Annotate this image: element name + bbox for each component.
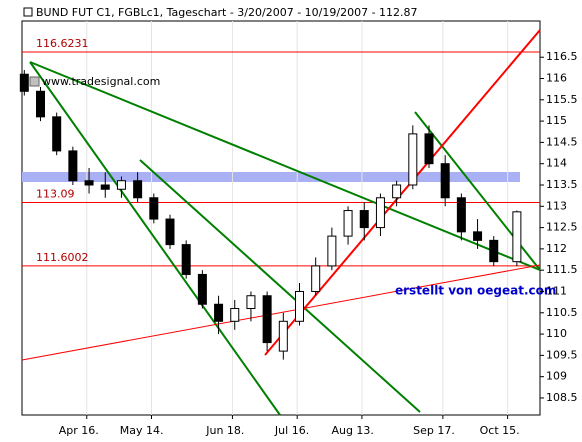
- x-tick-label: Jul 16.: [274, 424, 309, 437]
- watermark: www.tradesignal.com: [42, 75, 160, 88]
- candle-body: [343, 210, 353, 237]
- y-tick-label: 112.5: [546, 221, 578, 234]
- candle-body: [278, 320, 288, 352]
- candle-body: [246, 295, 256, 310]
- candle-body: [262, 295, 272, 344]
- trend-line: [264, 29, 541, 356]
- x-tick-label: Jun 18.: [205, 424, 244, 437]
- candle-body: [311, 265, 321, 292]
- candle-body: [68, 150, 78, 182]
- y-tick-label: 109: [546, 370, 567, 383]
- y-tick-label: 111.5: [546, 263, 578, 276]
- candle-body: [424, 133, 434, 165]
- candle-body: [197, 273, 207, 305]
- level-label: 113.09: [36, 187, 75, 200]
- annotation: erstellt von oegeat.com: [395, 284, 556, 298]
- trend-line: [29, 61, 541, 271]
- y-tick-label: 116: [546, 72, 567, 85]
- x-tick-label: Aug 13.: [331, 424, 373, 437]
- chart-title: BUND FUT C1, FGBLc1, Tageschart - 3/20/2…: [36, 6, 418, 19]
- y-tick-label: 111: [546, 284, 567, 297]
- level-label: 111.6002: [36, 251, 89, 264]
- trend-line: [29, 61, 281, 416]
- y-tick-label: 114: [546, 157, 567, 170]
- x-tick-label: Apr 16.: [59, 424, 99, 437]
- candle-body: [214, 303, 224, 322]
- candle-body: [489, 239, 499, 263]
- candle-body: [295, 290, 304, 322]
- candle-body: [100, 184, 110, 190]
- candle-body: [19, 73, 29, 92]
- trend-line: [139, 159, 421, 413]
- candle-body: [473, 231, 483, 241]
- y-tick-label: 115: [546, 114, 567, 127]
- candle-body: [181, 244, 191, 275]
- y-tick-label: 108.5: [546, 391, 578, 404]
- zone: [22, 172, 520, 182]
- candle-body: [165, 218, 175, 246]
- x-tick-label: Oct 15.: [480, 424, 520, 437]
- level-label: 116.6231: [36, 37, 89, 50]
- y-tick-label: 112: [546, 242, 567, 255]
- y-tick-label: 113: [546, 199, 567, 212]
- trend-line: [21, 264, 541, 361]
- y-tick-label: 110: [546, 327, 567, 340]
- y-tick-label: 115.5: [546, 93, 578, 106]
- candle-body: [116, 180, 126, 190]
- candle-body: [408, 133, 418, 186]
- candle-body: [149, 197, 159, 220]
- candles: [19, 69, 522, 360]
- y-tick-label: 114.5: [546, 135, 578, 148]
- y-tick-label: 113.5: [546, 178, 578, 191]
- x-tick-label: Sep 17.: [413, 424, 455, 437]
- candle-body: [84, 180, 94, 186]
- y-tick-label: 110.5: [546, 306, 578, 319]
- candle-body: [440, 163, 450, 199]
- candle-body: [359, 210, 369, 229]
- candle-body: [36, 90, 45, 118]
- candle-body: [375, 197, 385, 229]
- y-tick-label: 109.5: [546, 348, 578, 361]
- candle-body: [392, 184, 402, 199]
- levels: 116.6231 113.09 111.6002: [22, 37, 540, 267]
- title-icon: [23, 7, 33, 17]
- candle-body: [327, 235, 337, 267]
- logo-icon: [29, 76, 40, 87]
- candle-body: [456, 197, 466, 233]
- trend-lines: [21, 29, 541, 416]
- candle-body: [512, 211, 522, 263]
- y-tick-label: 116.5: [546, 50, 578, 63]
- candle-body: [133, 180, 143, 199]
- candle-body: [230, 308, 240, 322]
- x-tick-label: May 14.: [120, 424, 164, 437]
- candle-body: [52, 116, 62, 152]
